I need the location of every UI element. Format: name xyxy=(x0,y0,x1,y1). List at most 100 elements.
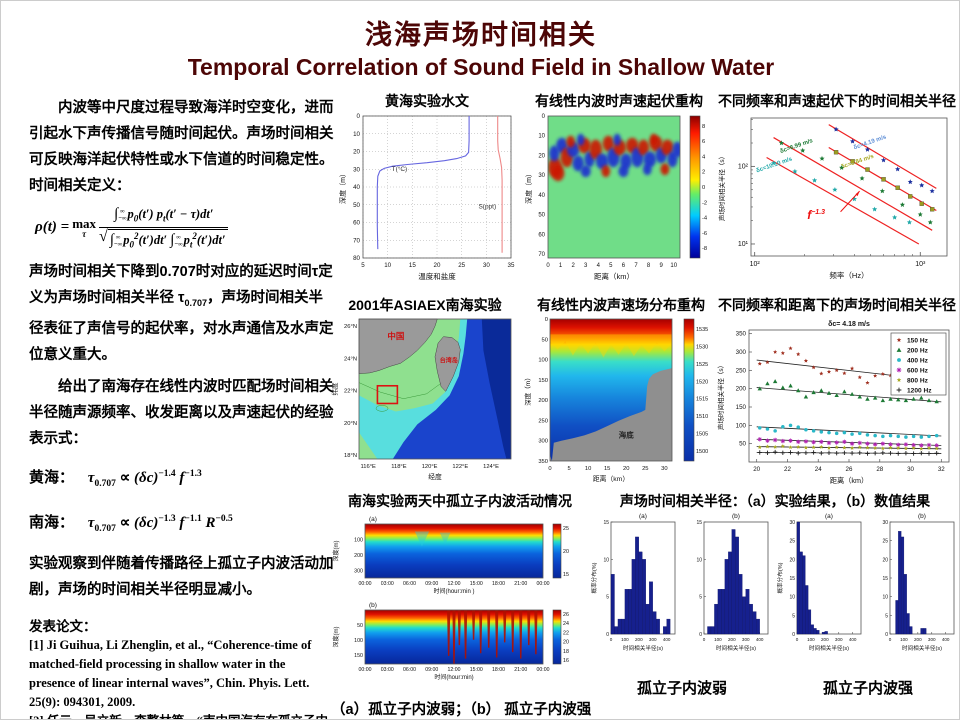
svg-text:1530: 1530 xyxy=(696,344,708,350)
svg-text:70: 70 xyxy=(538,252,545,258)
svg-text:30: 30 xyxy=(353,166,360,173)
svg-text:03:00: 03:00 xyxy=(381,581,394,587)
svg-text:300: 300 xyxy=(742,637,750,642)
svg-text:100: 100 xyxy=(354,638,363,644)
svg-text:15: 15 xyxy=(882,576,888,582)
svg-text:200: 200 xyxy=(914,637,922,642)
svg-text:10²: 10² xyxy=(738,163,749,170)
svg-text:f−1.3: f−1.3 xyxy=(807,208,825,222)
svg-text:250: 250 xyxy=(538,418,548,424)
svg-text:800 Hz: 800 Hz xyxy=(907,378,929,385)
yellow-sea-formula: 黄海： τ0.707 ∝ (δc)−1.4 f−1.3 xyxy=(29,468,202,489)
svg-text:100: 100 xyxy=(736,422,747,429)
svg-text:1525: 1525 xyxy=(696,362,708,368)
svg-text:温度和盐度: 温度和盐度 xyxy=(418,271,456,281)
svg-text:25: 25 xyxy=(458,262,465,269)
svg-text:80: 80 xyxy=(353,255,360,262)
svg-text:0: 0 xyxy=(703,637,706,642)
svg-text:118°E: 118°E xyxy=(391,464,407,470)
svg-text:时间相关半径(s): 时间相关半径(s) xyxy=(623,644,663,652)
svg-text:1500: 1500 xyxy=(696,449,708,455)
svg-text:50: 50 xyxy=(739,441,746,448)
formula-fraction: ∫ ∞ −∞ p0(t′) pt(t′ − τ)dt′ √ ∫ ∞ −∞ p02(t′)dt′… xyxy=(99,205,229,251)
formula-lhs: ρ(t) = xyxy=(35,219,70,236)
svg-text:纬度: 纬度 xyxy=(330,382,339,396)
svg-text:10: 10 xyxy=(585,466,591,472)
svg-text:-2: -2 xyxy=(702,200,707,206)
svg-text:7: 7 xyxy=(634,263,638,269)
text-column: 内波等中尺度过程导致海洋时空变化，进而引起水下声传播信号随时间起伏。声场时间相关… xyxy=(29,95,334,719)
svg-text:2: 2 xyxy=(702,170,705,176)
hydrology-profile-chart: 5 10 15 20 25 30 35 0 10 20 30 40 50 60 70 80 T(°C) S(ppt… xyxy=(338,113,515,281)
svg-text:0: 0 xyxy=(542,114,546,120)
svg-text:03:00: 03:00 xyxy=(381,667,394,673)
ssp-field-heatmap: 海底0 5 10 15 20 25 30050100150200250300350距离（km… xyxy=(523,317,708,483)
svg-text:70: 70 xyxy=(353,237,360,244)
publications: 发表论文： [1] Ji Guihua, Li Zhenglin, et al.… xyxy=(29,617,334,719)
svg-text:5: 5 xyxy=(885,613,888,619)
svg-text:20: 20 xyxy=(882,557,888,563)
figure-title-ssp-fluctuation: 有线性内波时声速起伏重构 xyxy=(535,93,703,109)
svg-text:200 Hz: 200 Hz xyxy=(907,348,929,355)
svg-text:概率分布(%): 概率分布(%) xyxy=(590,562,598,593)
svg-text:15:00: 15:00 xyxy=(470,667,483,673)
svg-text:10³: 10³ xyxy=(915,261,926,268)
figure-title-histograms: 声场时间相关半径：（a）实验结果，（b）数值结果 xyxy=(619,493,931,509)
svg-text:100: 100 xyxy=(538,358,548,364)
panel-ssp-fluctuation: 有线性内波时声速起伏重构 0 1 2 3 4 5 6 7 8 9 10 0 10 20 30 40 50 60 70… xyxy=(522,93,716,297)
svg-text:100: 100 xyxy=(714,637,722,642)
svg-text:50: 50 xyxy=(538,213,545,219)
svg-text:50: 50 xyxy=(542,337,548,343)
svg-text:100: 100 xyxy=(621,637,629,642)
figure-title-frequency-correlation: 不同频率和声速起伏下的时间相关半径 xyxy=(718,93,956,109)
svg-text:经度: 经度 xyxy=(428,472,442,481)
svg-text:150: 150 xyxy=(354,653,363,659)
svg-text:06:00: 06:00 xyxy=(403,667,416,673)
svg-text:18: 18 xyxy=(563,649,569,655)
svg-text:-8: -8 xyxy=(702,246,707,252)
figure-title-asiaex: 2001年ASIAEX南海实验 xyxy=(348,297,502,313)
svg-text:25: 25 xyxy=(789,539,795,545)
svg-text:15: 15 xyxy=(409,262,416,269)
panel-soliton-activity: 南海实验两天中孤立子内波活动情况 (a) 100 200 300 00:00 03:00 0… xyxy=(331,493,591,719)
svg-text:10: 10 xyxy=(670,263,677,269)
svg-text:20: 20 xyxy=(563,549,569,555)
svg-text:24°N: 24°N xyxy=(344,356,357,362)
page-title: 浅海声场时间相关 xyxy=(365,20,597,50)
svg-text:时间(hour:min ): 时间(hour:min ) xyxy=(433,587,474,595)
svg-text:60: 60 xyxy=(538,232,545,238)
svg-text:20: 20 xyxy=(434,262,441,269)
svg-text:δc=8.84 m/s: δc=8.84 m/s xyxy=(840,154,875,171)
svg-text:频率（Hz）: 频率（Hz） xyxy=(829,270,868,280)
svg-text:5: 5 xyxy=(606,595,609,601)
svg-text:10: 10 xyxy=(384,262,391,269)
svg-text:6: 6 xyxy=(702,139,705,145)
svg-text:600 Hz: 600 Hz xyxy=(907,368,929,375)
svg-text:15: 15 xyxy=(563,572,569,578)
svg-text:4: 4 xyxy=(597,263,601,269)
svg-text:400: 400 xyxy=(942,637,950,642)
svg-text:8: 8 xyxy=(702,124,705,130)
svg-text:S(ppt): S(ppt) xyxy=(478,203,496,210)
svg-text:3: 3 xyxy=(584,263,588,269)
formula-numerator: ∫ ∞ −∞ p0(t′) pt(t′ − τ)dt′ xyxy=(99,205,229,228)
svg-text:0: 0 xyxy=(548,466,551,472)
svg-text:35: 35 xyxy=(508,262,515,269)
svg-text:1510: 1510 xyxy=(696,414,708,420)
svg-text:深度(m): 深度(m) xyxy=(332,541,340,562)
svg-text:350: 350 xyxy=(538,459,548,465)
svg-text:0: 0 xyxy=(885,632,888,638)
svg-text:200: 200 xyxy=(728,637,736,642)
intro-paragraph: 内波等中尺度过程导致海洋时空变化，进而引起水下声传播信号随时间起伏。声场时间相关… xyxy=(29,100,334,194)
svg-text:400: 400 xyxy=(663,637,671,642)
svg-text:124°E: 124°E xyxy=(483,464,499,470)
svg-text:15: 15 xyxy=(603,520,609,526)
svg-text:120°E: 120°E xyxy=(422,464,438,470)
svg-text:(b): (b) xyxy=(369,602,377,609)
svg-text:22°N: 22°N xyxy=(344,389,357,395)
svg-text:9: 9 xyxy=(659,263,663,269)
svg-text:距离（km）: 距离（km） xyxy=(830,476,868,485)
svg-text:0: 0 xyxy=(796,637,799,642)
svg-text:122°E: 122°E xyxy=(452,464,468,470)
